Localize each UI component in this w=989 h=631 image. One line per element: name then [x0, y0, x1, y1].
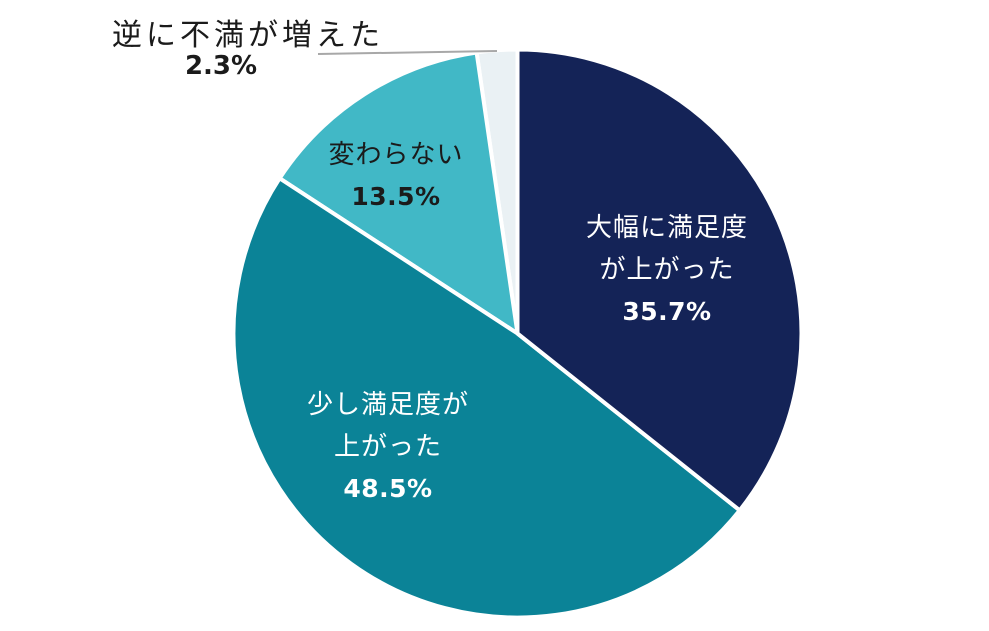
slice-label-line: 上がった [333, 432, 442, 462]
slice-label-line: 少し満足度が [306, 390, 469, 420]
pie-slice-1[interactable] [231, 176, 742, 620]
leader-line [317, 50, 498, 55]
slice-label-sukoshi-manzoku: 少し満足度が 上がった 48.5% [268, 384, 508, 510]
slice-label-gyaku-fuman: 逆に不満が増えた [112, 18, 384, 53]
slice-label-line: が上がった [599, 255, 735, 285]
pie-slice-0[interactable] [515, 47, 804, 513]
slice-label-oohaba-manzoku: 大幅に満足度 が上がった 35.7% [547, 207, 787, 333]
slice-percent-oohaba-manzoku: 35.7% [622, 297, 712, 326]
pie-slice-2[interactable] [277, 50, 520, 336]
slice-percent-kawaranai: 13.5% [351, 182, 441, 211]
slice-percent-gyaku-fuman: 2.3% [184, 51, 258, 81]
slice-label-line: 変わらない [328, 140, 464, 170]
slice-label-line: 大幅に満足度 [585, 213, 748, 243]
slice-label-kawaranai: 変わらない 13.5% [276, 134, 516, 218]
slice-percent-sukoshi-manzoku: 48.5% [343, 474, 433, 503]
